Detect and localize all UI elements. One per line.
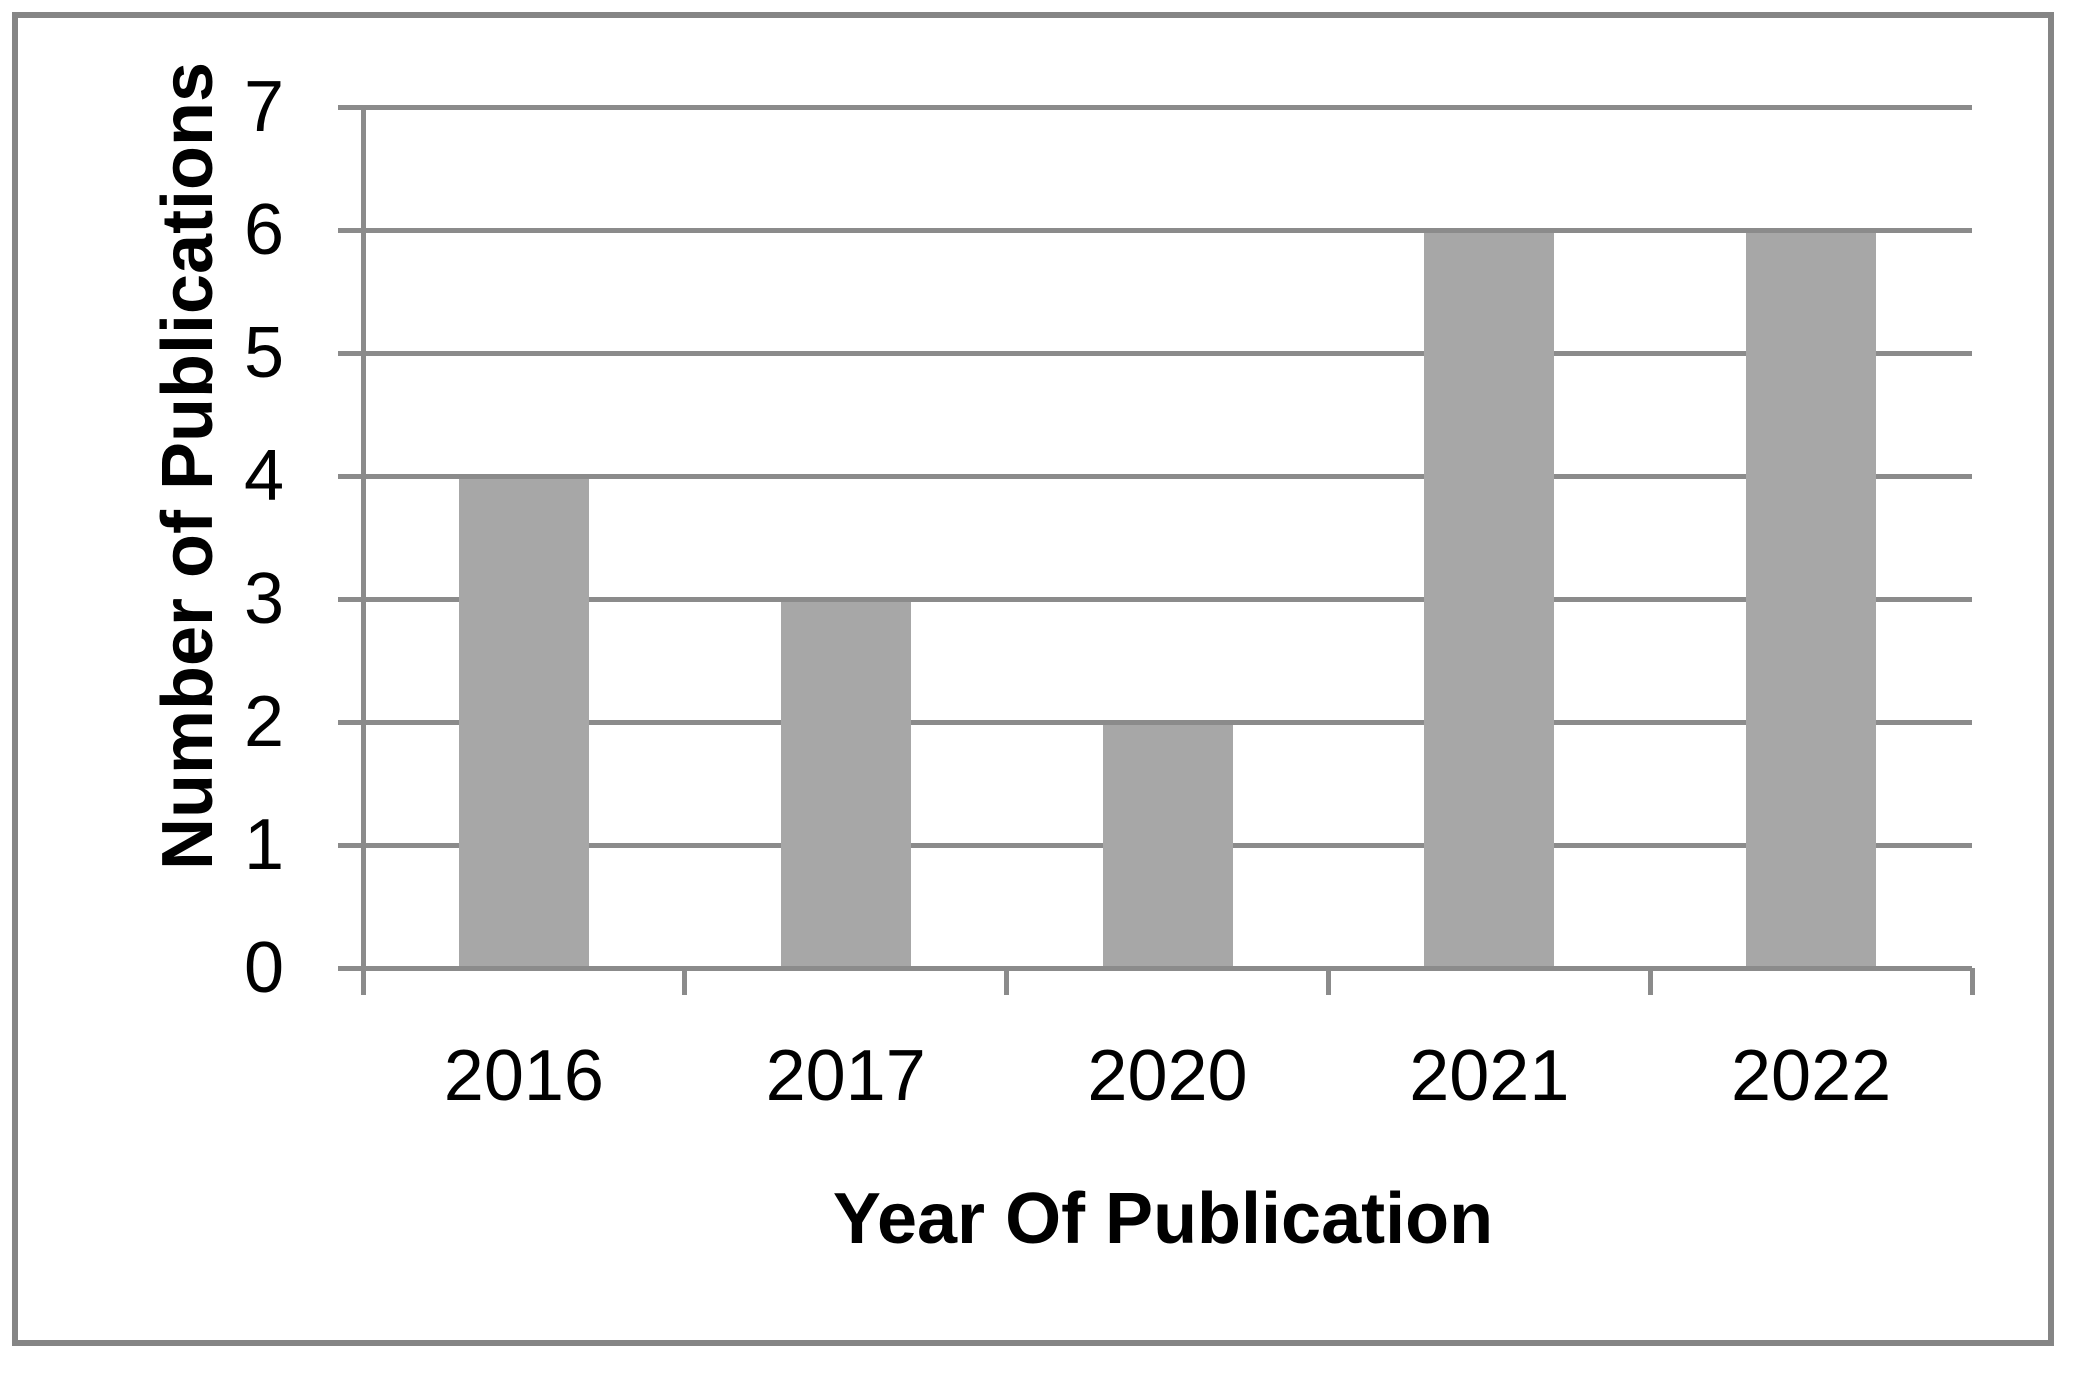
bar-2021 bbox=[1424, 232, 1555, 968]
x-tick-label-2016: 2016 bbox=[443, 1036, 604, 1116]
x-tick-label-2020: 2020 bbox=[1087, 1036, 1248, 1116]
y-tick-label-4: 4 bbox=[243, 436, 284, 516]
bar-2020 bbox=[1102, 724, 1233, 968]
gridline-y2 bbox=[338, 719, 1972, 725]
x-axis-tick-3 bbox=[1325, 968, 1331, 995]
y-tick-label-2: 2 bbox=[243, 682, 284, 762]
x-tick-label-2022: 2022 bbox=[1731, 1036, 1892, 1116]
x-axis-tick-5 bbox=[1969, 968, 1975, 995]
gridline-y6 bbox=[338, 227, 1972, 233]
y-tick-label-5: 5 bbox=[243, 313, 284, 393]
gridline-y3 bbox=[338, 596, 1972, 602]
bar-2017 bbox=[780, 601, 911, 968]
x-tick-label-2017: 2017 bbox=[765, 1036, 926, 1116]
x-axis-title: Year Of Publication bbox=[832, 1179, 1494, 1259]
gridline-y5 bbox=[338, 350, 1972, 356]
x-axis-tick-1 bbox=[682, 968, 688, 995]
chart-border bbox=[12, 12, 2054, 1346]
y-tick-label-6: 6 bbox=[243, 190, 284, 270]
y-axis-line bbox=[360, 107, 366, 995]
x-axis-tick-2 bbox=[1004, 968, 1010, 995]
gridline-y4 bbox=[338, 473, 1972, 479]
x-axis-tick-0 bbox=[360, 968, 366, 995]
x-axis-tick-4 bbox=[1647, 968, 1653, 995]
y-tick-label-3: 3 bbox=[243, 559, 284, 639]
x-tick-label-2021: 2021 bbox=[1409, 1036, 1570, 1116]
y-axis-title: Number of Publications bbox=[148, 61, 228, 870]
bar-2022 bbox=[1746, 232, 1877, 968]
x-axis-line bbox=[338, 965, 1972, 971]
gridline-y7 bbox=[338, 104, 1972, 110]
y-tick-label-1: 1 bbox=[243, 805, 284, 885]
y-tick-label-7: 7 bbox=[243, 67, 284, 147]
bar-2016 bbox=[458, 478, 589, 968]
plot-area bbox=[338, 104, 1975, 995]
y-tick-label-0: 0 bbox=[243, 928, 284, 1008]
